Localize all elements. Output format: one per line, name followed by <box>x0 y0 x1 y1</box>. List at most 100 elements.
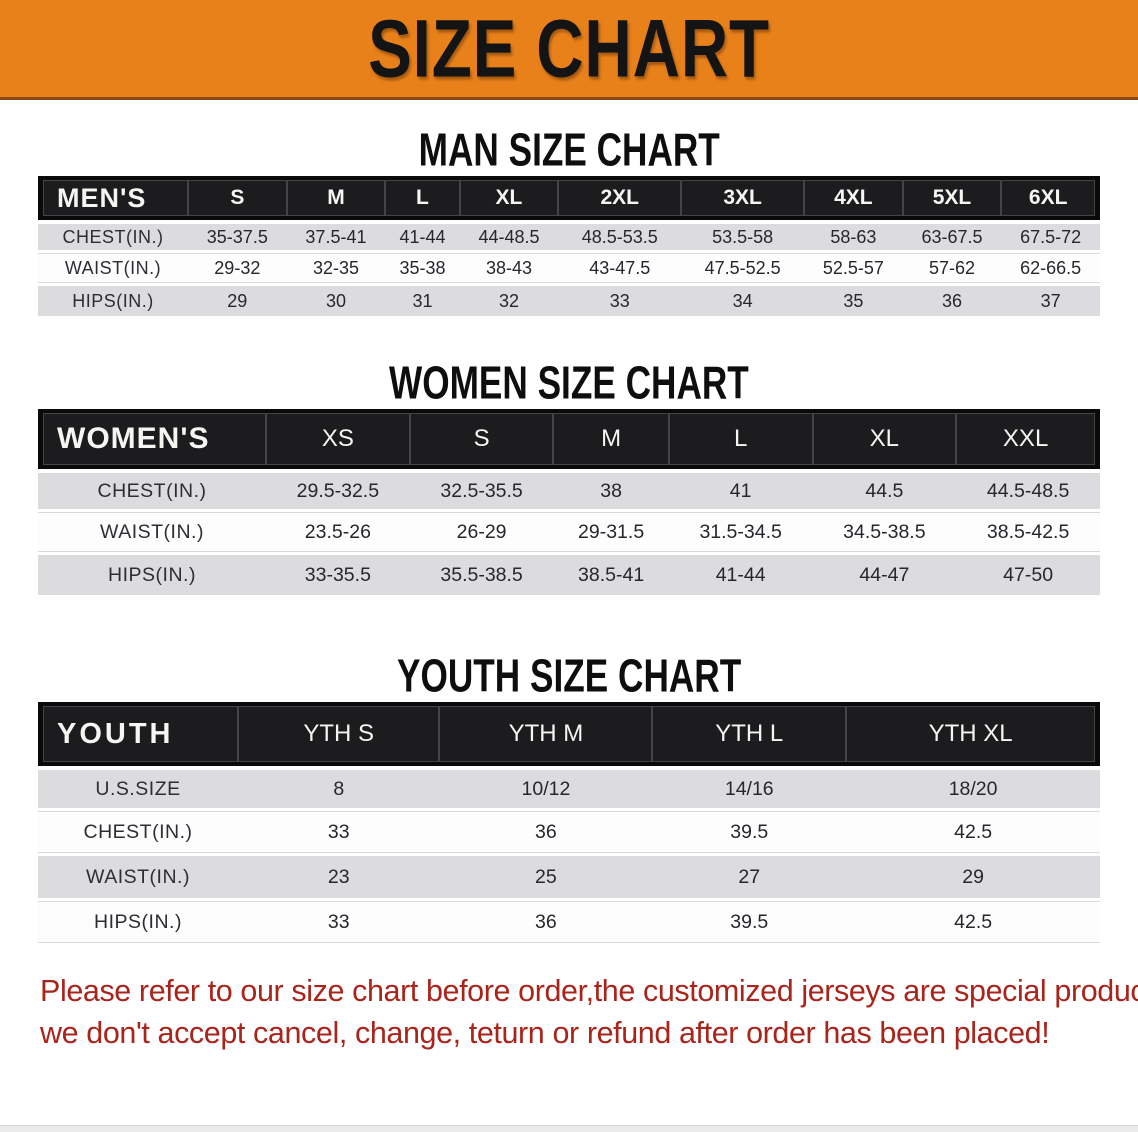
size-cell: 29 <box>188 286 287 319</box>
size-cell: 47.5-52.5 <box>681 253 805 286</box>
size-cell: 67.5-72 <box>1001 220 1100 253</box>
women-section-heading-text: WOMEN SIZE CHART <box>389 357 749 410</box>
size-cell: 47-50 <box>956 555 1100 598</box>
size-cell: 34.5-38.5 <box>812 512 957 555</box>
youth-ussize-row: U.S.SIZE 8 10/12 14/16 18/20 <box>38 766 1100 811</box>
men-size-header: 3XL <box>681 176 805 220</box>
size-cell: 53.5-58 <box>681 220 805 253</box>
size-cell: 63-67.5 <box>902 220 1002 253</box>
size-cell: 35 <box>804 286 903 319</box>
size-cell: 33 <box>238 901 440 946</box>
men-size-header: S <box>188 176 287 220</box>
size-cell: 43-47.5 <box>558 253 682 286</box>
disclaimer-note: Please refer to our size chart before or… <box>40 970 1138 1054</box>
size-cell: 44-47 <box>812 555 957 598</box>
size-cell: 23 <box>238 856 440 901</box>
row-label: HIPS(IN.) <box>38 901 238 946</box>
size-cell: 38-43 <box>459 253 559 286</box>
men-size-header: 2XL <box>558 176 682 220</box>
youth-size-header: YTH XL <box>846 702 1100 766</box>
youth-corner-label: YOUTH <box>38 702 238 766</box>
men-size-header: M <box>286 176 386 220</box>
size-cell: 25 <box>439 856 653 901</box>
men-size-table: MEN'S S M L XL 2XL 3XL 4XL 5XL 6XL CHEST… <box>38 176 1100 319</box>
women-size-header: XL <box>812 409 957 469</box>
size-cell: 29.5-32.5 <box>266 469 410 512</box>
disclaimer-line-1: Please refer to our size chart before or… <box>40 974 1138 1008</box>
disclaimer-line-2: we don't accept cancel, change, teturn o… <box>40 1016 1050 1050</box>
size-cell: 32 <box>459 286 559 319</box>
size-cell: 35-38 <box>385 253 460 286</box>
size-cell: 32-35 <box>286 253 386 286</box>
youth-header-row: YOUTH YTH S YTH M YTH L YTH XL <box>38 702 1100 766</box>
men-size-header: 5XL <box>902 176 1002 220</box>
youth-size-header: YTH M <box>439 702 653 766</box>
women-size-table: WOMEN'S XS S M L XL XXL CHEST(IN.) 29.5-… <box>38 409 1100 598</box>
men-waist-row: WAIST(IN.) 29-32 32-35 35-38 38-43 43-47… <box>38 253 1100 286</box>
size-cell: 34 <box>681 286 805 319</box>
size-cell: 42.5 <box>846 811 1100 856</box>
men-section-heading: MAN SIZE CHART <box>0 125 1138 176</box>
size-cell: 62-66.5 <box>1001 253 1100 286</box>
men-size-header: 6XL <box>1001 176 1100 220</box>
size-cell: 42.5 <box>846 901 1100 946</box>
women-size-header: L <box>668 409 813 469</box>
size-cell: 41 <box>668 469 813 512</box>
bottom-edge-strip <box>0 1125 1138 1132</box>
youth-waist-row: WAIST(IN.) 23 25 27 29 <box>38 856 1100 901</box>
women-section-heading: WOMEN SIZE CHART <box>0 357 1138 410</box>
size-cell: 35-37.5 <box>188 220 287 253</box>
size-cell: 31 <box>385 286 460 319</box>
row-label: U.S.SIZE <box>38 766 238 811</box>
women-header-row: WOMEN'S XS S M L XL XXL <box>38 409 1100 469</box>
youth-size-header: YTH S <box>238 702 440 766</box>
youth-hips-row: HIPS(IN.) 33 36 39.5 42.5 <box>38 901 1100 946</box>
size-cell: 10/12 <box>439 766 653 811</box>
size-cell: 44-48.5 <box>459 220 559 253</box>
row-label: WAIST(IN.) <box>38 856 238 901</box>
women-chest-row: CHEST(IN.) 29.5-32.5 32.5-35.5 38 41 44.… <box>38 469 1100 512</box>
row-label: WAIST(IN.) <box>38 512 266 555</box>
banner-title: SIZE CHART <box>368 2 770 94</box>
row-label: CHEST(IN.) <box>38 469 266 512</box>
size-cell: 48.5-53.5 <box>558 220 682 253</box>
size-cell: 14/16 <box>652 766 847 811</box>
youth-size-table: YOUTH YTH S YTH M YTH L YTH XL U.S.SIZE … <box>38 702 1100 946</box>
women-corner-label: WOMEN'S <box>38 409 266 469</box>
size-cell: 36 <box>902 286 1002 319</box>
size-cell: 27 <box>652 856 847 901</box>
size-cell: 44.5 <box>812 469 957 512</box>
size-cell: 36 <box>439 901 653 946</box>
size-cell: 35.5-38.5 <box>409 555 554 598</box>
size-cell: 39.5 <box>652 901 847 946</box>
size-cell: 18/20 <box>846 766 1100 811</box>
size-cell: 26-29 <box>409 512 554 555</box>
size-cell: 33-35.5 <box>266 555 410 598</box>
women-size-header: XXL <box>956 409 1100 469</box>
men-size-header: XL <box>459 176 559 220</box>
men-corner-label: MEN'S <box>38 176 188 220</box>
size-cell: 37 <box>1001 286 1100 319</box>
size-cell: 8 <box>238 766 440 811</box>
size-cell: 38.5-42.5 <box>956 512 1100 555</box>
women-hips-row: HIPS(IN.) 33-35.5 35.5-38.5 38.5-41 41-4… <box>38 555 1100 598</box>
size-cell: 29-32 <box>188 253 287 286</box>
size-cell: 38.5-41 <box>553 555 669 598</box>
men-header-row: MEN'S S M L XL 2XL 3XL 4XL 5XL 6XL <box>38 176 1100 220</box>
size-cell: 32.5-35.5 <box>409 469 554 512</box>
size-cell: 39.5 <box>652 811 847 856</box>
row-label: CHEST(IN.) <box>38 220 188 253</box>
men-size-header: L <box>385 176 460 220</box>
size-cell: 29-31.5 <box>553 512 669 555</box>
women-waist-row: WAIST(IN.) 23.5-26 26-29 29-31.5 31.5-34… <box>38 512 1100 555</box>
size-cell: 58-63 <box>804 220 903 253</box>
size-cell: 23.5-26 <box>266 512 410 555</box>
men-chest-row: CHEST(IN.) 35-37.5 37.5-41 41-44 44-48.5… <box>38 220 1100 253</box>
women-size-header: S <box>409 409 554 469</box>
size-cell: 33 <box>558 286 682 319</box>
size-cell: 41-44 <box>668 555 813 598</box>
size-cell: 33 <box>238 811 440 856</box>
women-size-header: M <box>553 409 669 469</box>
youth-size-header: YTH L <box>652 702 847 766</box>
row-label: WAIST(IN.) <box>38 253 188 286</box>
